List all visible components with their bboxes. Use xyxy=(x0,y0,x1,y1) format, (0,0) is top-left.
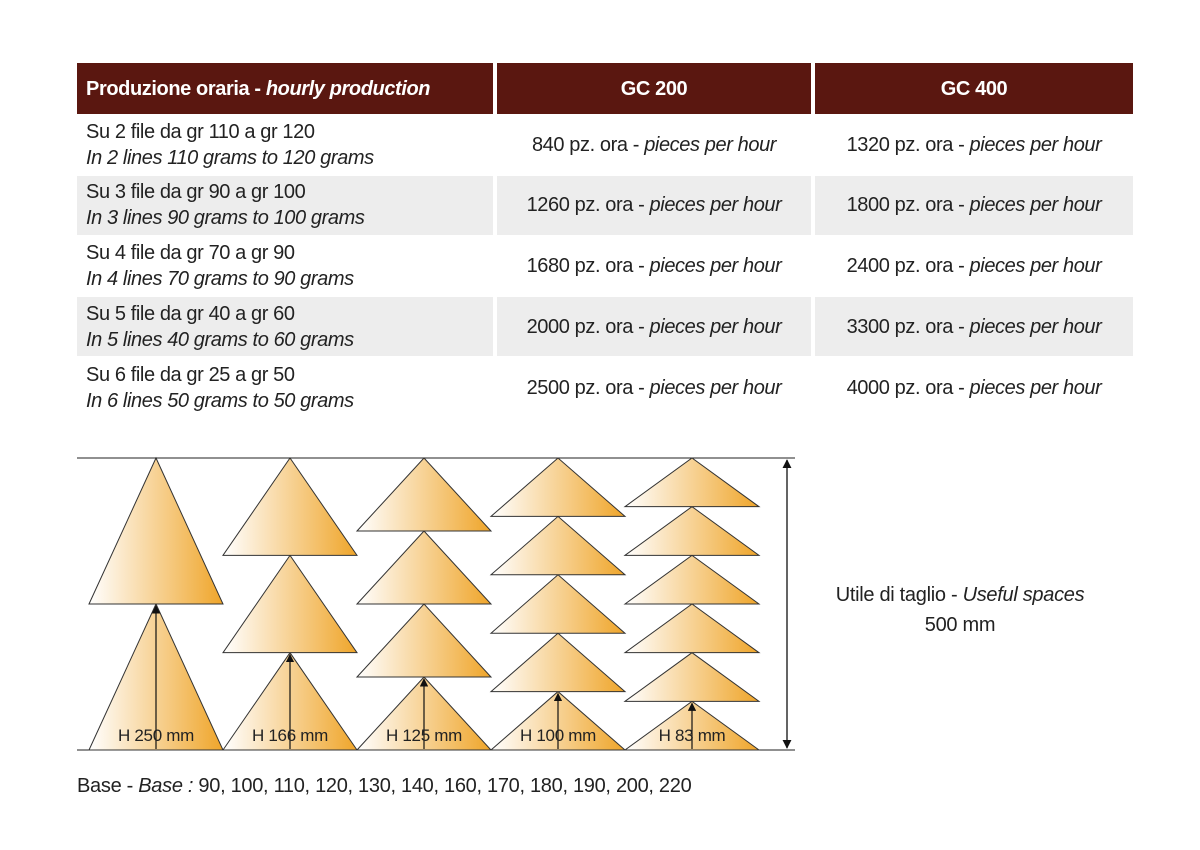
cell-line: 840 pz. ora - pieces per hour xyxy=(531,132,777,158)
row-label: Su 2 file da gr 110 a gr 120 xyxy=(86,120,315,143)
height-label: H 100 mm xyxy=(520,726,596,745)
table-cell: 3300 pz. ora - pieces per hour xyxy=(815,297,1133,357)
cell-text: 4000 pz. ora - xyxy=(846,376,970,399)
header-text: hourly production xyxy=(265,77,431,100)
triangle xyxy=(355,457,493,532)
header-text: Produzione oraria - xyxy=(86,77,266,100)
header-cell: Produzione oraria - hourly production xyxy=(77,63,493,114)
cell-text: 2400 pz. ora - xyxy=(846,255,970,278)
triangle xyxy=(623,603,761,654)
useful-value: 500 mm xyxy=(925,614,995,636)
cell-text: pieces per hour xyxy=(649,194,782,217)
table-cell: 1260 pz. ora - pieces per hour xyxy=(497,175,811,235)
table-cell: Su 5 file da gr 40 a gr 60 In 5 lines 40 … xyxy=(77,297,493,357)
cell-line: 1320 pz. ora - pieces per hour xyxy=(847,132,1102,158)
cell-line: 2000 pz. ora - pieces per hour xyxy=(527,314,782,340)
cell-text: 840 pz. ora - xyxy=(531,133,645,156)
table-cell: 2000 pz. ora - pieces per hour xyxy=(497,297,811,357)
row-label: In 6 lines 50 grams to 50 grams xyxy=(86,389,354,412)
triangle xyxy=(489,457,627,517)
triangles: H 250 mm H 166 mm H 125 mm H 100 mm H 83 mm xyxy=(88,456,761,751)
cell-text: 1680 pz. ora - xyxy=(526,255,650,278)
header-text: GC 200 xyxy=(620,77,688,100)
triangle xyxy=(222,457,358,556)
cell-text: pieces per hour xyxy=(649,255,782,278)
triangle xyxy=(623,506,761,556)
triangle xyxy=(88,456,224,605)
height-label: H 83 mm xyxy=(659,726,726,745)
table-cell: Su 4 file da gr 70 a gr 90 In 4 lines 70 … xyxy=(77,237,493,296)
table-cell: 2500 pz. ora - pieces per hour xyxy=(497,358,811,417)
cell-text: pieces per hour xyxy=(969,315,1102,338)
table-cell: 840 pz. ora - pieces per hour xyxy=(497,115,811,174)
useful-it: Utile di taglio - xyxy=(836,584,963,606)
cell-text: 1800 pz. ora - xyxy=(846,194,970,217)
cell-text: pieces per hour xyxy=(644,133,777,156)
cell-text: 3300 pz. ora - xyxy=(846,315,970,338)
base-it: Base - xyxy=(77,775,138,797)
cell-line: 4000 pz. ora - pieces per hour xyxy=(847,375,1102,401)
cell-text: pieces per hour xyxy=(649,376,782,399)
header-text: GC 400 xyxy=(940,77,1008,100)
table-cell: 1800 pz. ora - pieces per hour xyxy=(815,175,1133,235)
header-line: GC 200 xyxy=(621,76,688,102)
cell-text: 1260 pz. ora - xyxy=(526,194,650,217)
cell-line: 1680 pz. ora - pieces per hour xyxy=(527,253,782,279)
cell-text: pieces per hour xyxy=(969,376,1102,399)
height-label: H 125 mm xyxy=(386,726,462,745)
cell-line: 3300 pz. ora - pieces per hour xyxy=(847,314,1102,340)
cell-text: 1320 pz. ora - xyxy=(846,133,970,156)
row-label: In 5 lines 40 grams to 60 grams xyxy=(86,328,354,351)
header-cell: GC 400 xyxy=(815,63,1133,114)
table-cell: 1320 pz. ora - pieces per hour xyxy=(815,115,1133,174)
triangle xyxy=(489,632,627,693)
triangle xyxy=(623,554,761,605)
useful-en: Useful spaces xyxy=(963,584,1085,606)
table-cell: Su 6 file da gr 25 a gr 50 In 6 lines 50 … xyxy=(77,358,493,417)
base-values: 90, 100, 110, 120, 130, 140, 160, 170, 1… xyxy=(193,775,691,797)
cell-text: pieces per hour xyxy=(649,315,782,338)
header-cell: GC 200 xyxy=(497,63,811,114)
height-label: H 250 mm xyxy=(118,726,194,745)
triangle xyxy=(355,603,493,678)
triangle xyxy=(623,457,761,508)
row-label: Su 4 file da gr 70 a gr 90 xyxy=(86,242,295,265)
triangle xyxy=(222,554,358,654)
table-cell: 1680 pz. ora - pieces per hour xyxy=(497,237,811,296)
triangle xyxy=(623,652,761,702)
cell-text: pieces per hour xyxy=(969,133,1102,156)
cell-text: 2500 pz. ora - xyxy=(526,376,650,399)
cell-line: 1260 pz. ora - pieces per hour xyxy=(527,192,782,218)
row-label: Su 6 file da gr 25 a gr 50 xyxy=(86,363,295,386)
triangle xyxy=(489,574,627,634)
cell-text: 2000 pz. ora - xyxy=(526,315,650,338)
base-label: Base - Base : 90, 100, 110, 120, 130, 14… xyxy=(77,775,692,797)
base-en: Base : xyxy=(138,775,193,797)
row-label: In 4 lines 70 grams to 90 grams xyxy=(86,268,354,291)
table-cell: Su 2 file da gr 110 a gr 120 In 2 lines 1… xyxy=(77,115,493,174)
header-line: GC 400 xyxy=(941,76,1008,102)
row-label: Su 3 file da gr 90 a gr 100 xyxy=(86,181,306,204)
cell-text: pieces per hour xyxy=(969,255,1102,278)
triangle xyxy=(355,530,493,605)
table-cell: Su 3 file da gr 90 a gr 100 In 3 lines 90… xyxy=(77,175,493,235)
header-line: Produzione oraria - hourly production xyxy=(86,76,431,102)
cell-line: 1800 pz. ora - pieces per hour xyxy=(847,192,1102,218)
triangle xyxy=(489,515,627,576)
useful-label: Utile di taglio - Useful spaces xyxy=(836,584,1085,606)
table-cell: 4000 pz. ora - pieces per hour xyxy=(815,358,1133,417)
row-label: In 2 lines 110 grams to 120 grams xyxy=(86,146,374,169)
row-label: Su 5 file da gr 40 a gr 60 xyxy=(86,302,295,325)
table-cell: 2400 pz. ora - pieces per hour xyxy=(815,237,1133,296)
height-label: H 166 mm xyxy=(252,726,328,745)
cell-line: 2400 pz. ora - pieces per hour xyxy=(847,253,1102,279)
cell-text: pieces per hour xyxy=(969,194,1102,217)
cell-line: 2500 pz. ora - pieces per hour xyxy=(527,375,782,401)
row-label: In 3 lines 90 grams to 100 grams xyxy=(86,207,365,230)
